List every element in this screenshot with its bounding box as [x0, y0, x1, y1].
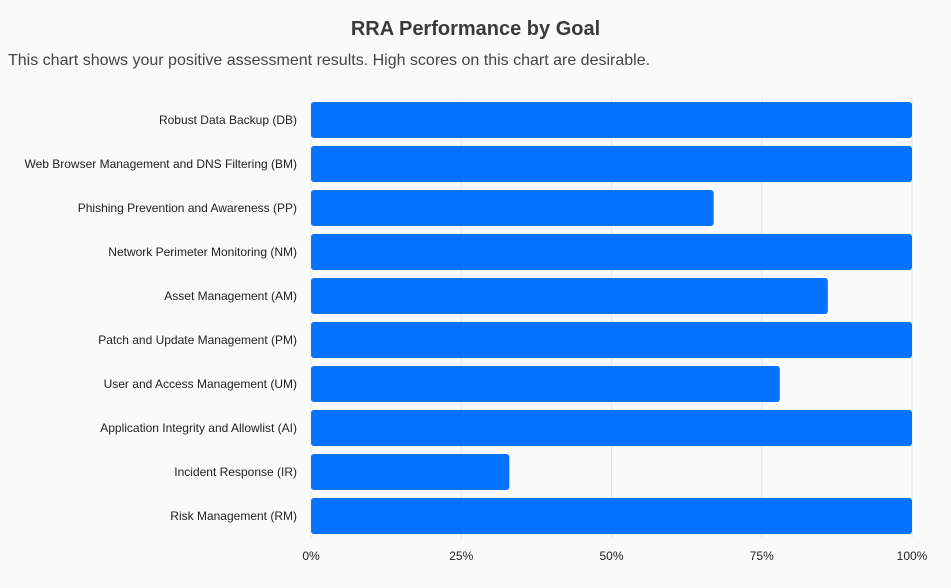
bar[interactable] [311, 278, 828, 314]
x-tick-label: 75% [750, 549, 774, 563]
bar[interactable] [311, 322, 912, 358]
bar[interactable] [311, 146, 912, 182]
bars [311, 102, 912, 534]
bar[interactable] [311, 454, 510, 490]
category-label: Phishing Prevention and Awareness (PP) [78, 201, 297, 215]
category-label: Robust Data Backup (DB) [159, 113, 297, 127]
category-label: Web Browser Management and DNS Filtering… [24, 157, 297, 171]
chart-subtitle: This chart shows your positive assessmen… [8, 52, 651, 69]
x-axis-ticks: 0% 25% 50% 75% 100% [302, 549, 927, 563]
category-label: Risk Management (RM) [170, 509, 297, 523]
category-label: User and Access Management (UM) [104, 377, 297, 391]
chart-title: RRA Performance by Goal [350, 18, 601, 40]
x-tick-label: 50% [599, 549, 623, 563]
category-label: Incident Response (IR) [174, 465, 297, 479]
bar[interactable] [311, 102, 912, 138]
x-tick-label: 100% [897, 549, 928, 563]
bar[interactable] [311, 234, 912, 270]
x-tick-label: 25% [449, 549, 473, 563]
category-label: Network Perimeter Monitoring (NM) [108, 245, 297, 259]
x-tick-label: 0% [302, 549, 320, 563]
bar[interactable] [311, 498, 912, 534]
bar[interactable] [311, 366, 780, 402]
category-label: Asset Management (AM) [164, 289, 297, 303]
bar[interactable] [311, 410, 912, 446]
category-label: Application Integrity and Allowlist (AI) [100, 421, 297, 435]
category-labels: Robust Data Backup (DB) Web Browser Manag… [24, 113, 297, 523]
bar[interactable] [311, 190, 714, 226]
category-label: Patch and Update Management (PM) [98, 333, 297, 347]
